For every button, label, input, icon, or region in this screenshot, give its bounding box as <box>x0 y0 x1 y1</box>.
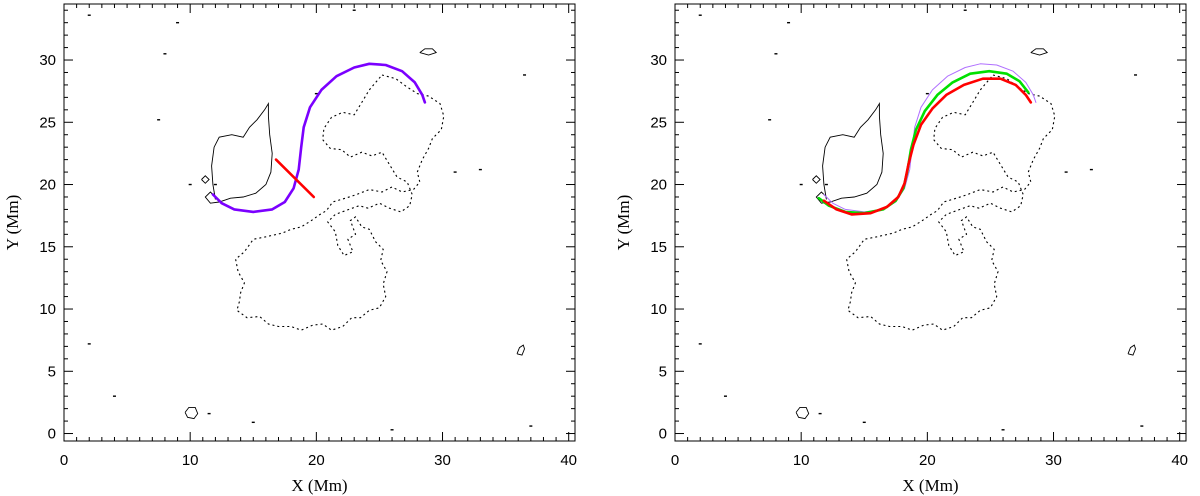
small-contour-speck <box>176 21 180 24</box>
small-contour-speck <box>157 119 161 121</box>
small-contour-speck <box>787 21 791 24</box>
y-axis-label: Y (Mm) <box>3 195 22 251</box>
plot-frame <box>674 3 1187 442</box>
small-contour-speck <box>87 14 91 16</box>
x-axis-label: X (Mm) <box>291 476 347 495</box>
positive-polarity-contour <box>795 406 810 420</box>
y-tick-label: 0 <box>659 426 667 443</box>
small-contour-speck <box>188 183 192 186</box>
small-contour-speck <box>523 74 527 76</box>
y-tick-label: 10 <box>39 301 56 318</box>
small-contour-speck <box>925 92 929 95</box>
positive-polarity-contour <box>419 48 438 56</box>
x-tick-label: 10 <box>182 452 199 469</box>
x-tick-label: 0 <box>60 452 68 469</box>
small-contour-speck <box>963 9 967 11</box>
positive-polarity-contour <box>812 175 821 184</box>
y-tick-label: 30 <box>39 52 56 69</box>
small-contour-speck <box>1134 74 1138 76</box>
small-contour-speck <box>768 119 772 121</box>
small-contour-speck <box>207 412 211 415</box>
positive-polarity-contour <box>1030 48 1049 56</box>
small-contour-speck <box>163 53 167 55</box>
x-tick-label: 40 <box>1171 452 1188 469</box>
small-contour-speck <box>1089 168 1093 171</box>
y-tick-label: 5 <box>659 363 667 380</box>
positive-polarity-contour <box>204 102 273 204</box>
x-tick-label: 20 <box>308 452 325 469</box>
positive-polarity-contour <box>201 175 210 184</box>
small-contour-speck <box>314 92 318 95</box>
positive-polarity-contour <box>516 344 525 356</box>
y-tick-label: 25 <box>650 114 667 131</box>
y-tick-label: 5 <box>48 363 56 380</box>
positive-polarity-contour <box>184 406 199 420</box>
small-contour-speck <box>799 183 803 186</box>
series-line-1 <box>211 62 427 214</box>
series-line-2 <box>274 158 316 199</box>
y-tick-label: 0 <box>48 426 56 443</box>
small-contour-speck <box>824 183 828 186</box>
y-tick-label: 10 <box>650 301 667 318</box>
chart-panel-2: 0 10 20 30 40 0 5 10 15 20 25 30 X (Mm) Y (Mm) <box>614 3 1188 495</box>
x-tick-label: 20 <box>919 452 936 469</box>
positive-polarity-contour <box>1127 344 1136 356</box>
series-line-1 <box>823 63 1037 213</box>
small-contour-speck <box>87 343 91 345</box>
positive-polarity-contour <box>815 102 884 204</box>
small-contour-speck <box>112 395 116 397</box>
y-tick-label: 15 <box>39 239 56 256</box>
small-contour-speck <box>213 183 217 186</box>
small-contour-speck <box>774 53 778 55</box>
x-tick-label: 30 <box>1045 452 1062 469</box>
y-tick-label: 15 <box>650 239 667 256</box>
y-axis-label: Y (Mm) <box>614 195 633 251</box>
small-contour-speck <box>723 395 727 397</box>
y-tick-label: 25 <box>39 114 56 131</box>
small-contour-speck <box>390 429 394 431</box>
small-contour-speck <box>352 9 356 11</box>
x-tick-label: 30 <box>434 452 451 469</box>
y-tick-label: 20 <box>650 177 667 194</box>
small-contour-speck <box>862 421 866 424</box>
x-tick-label: 10 <box>793 452 810 469</box>
small-contour-speck <box>1064 171 1068 173</box>
small-contour-speck <box>251 421 255 424</box>
plot-frame <box>63 3 576 442</box>
small-contour-speck <box>1001 429 1005 431</box>
x-axis-label: X (Mm) <box>902 476 958 495</box>
series-line-2 <box>817 69 1030 215</box>
small-contour-speck <box>453 171 457 173</box>
negative-polarity-contour <box>845 74 1056 331</box>
small-contour-speck <box>818 412 822 415</box>
small-contour-speck <box>478 168 482 171</box>
small-contour-speck <box>698 14 702 16</box>
small-contour-speck <box>529 425 533 427</box>
small-contour-speck <box>698 343 702 345</box>
chart-panel-1: 0 10 20 30 40 0 5 10 15 20 25 30 X (Mm) Y (Mm) <box>3 3 577 495</box>
y-tick-label: 30 <box>650 52 667 69</box>
series-line-3 <box>822 77 1033 216</box>
small-contour-speck <box>1140 425 1144 427</box>
y-tick-label: 20 <box>39 177 56 194</box>
negative-polarity-contour <box>234 74 445 331</box>
x-tick-label: 0 <box>671 452 679 469</box>
x-tick-label: 40 <box>560 452 577 469</box>
